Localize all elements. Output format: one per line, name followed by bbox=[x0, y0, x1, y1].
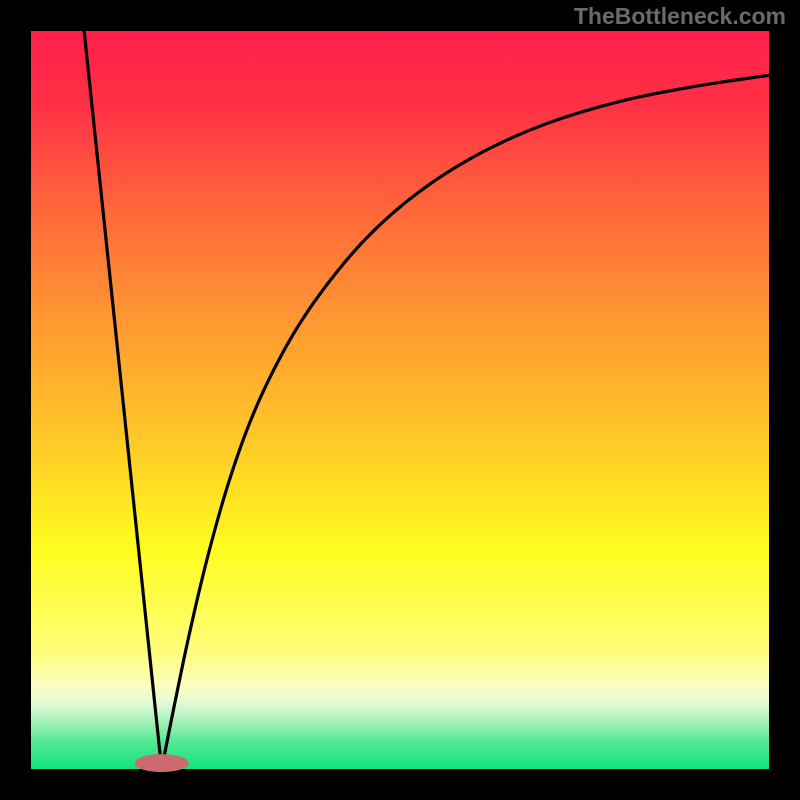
watermark-text: TheBottleneck.com bbox=[574, 3, 786, 30]
bottleneck-chart bbox=[0, 0, 800, 800]
frame: TheBottleneck.com bbox=[0, 0, 800, 800]
optimal-marker bbox=[135, 754, 189, 772]
gradient-background bbox=[31, 31, 769, 769]
